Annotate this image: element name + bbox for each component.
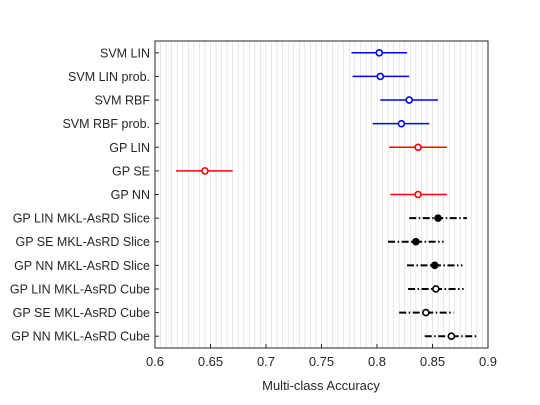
category-label: GP LIN MKL-AsRD Slice bbox=[13, 212, 150, 226]
x-tick-label: 0.85 bbox=[420, 354, 445, 369]
data-point bbox=[422, 308, 430, 317]
category-label: SVM RBF prob. bbox=[62, 117, 150, 131]
data-markers bbox=[201, 49, 456, 340]
category-label: SVM LIN prob. bbox=[68, 70, 150, 84]
data-point bbox=[412, 237, 420, 246]
data-point bbox=[405, 96, 413, 104]
data-point bbox=[397, 119, 406, 128]
x-tick-label: 0.75 bbox=[309, 354, 334, 369]
x-tick-label: 0.9 bbox=[479, 354, 497, 369]
data-point bbox=[414, 190, 422, 199]
category-label: SVM LIN bbox=[100, 46, 150, 60]
category-label: GP SE MKL-AsRD Slice bbox=[15, 235, 150, 249]
x-axis-label: Multi-class Accuracy bbox=[262, 378, 380, 393]
x-tick-label: 0.8 bbox=[368, 354, 386, 369]
data-point bbox=[376, 72, 385, 81]
x-tick-label: 0.6 bbox=[146, 354, 164, 369]
grid-lines bbox=[160, 41, 483, 348]
category-label: SVM RBF bbox=[94, 94, 150, 108]
category-labels: SVM LIN SVM LIN prob. SVM RBF SVM RBF prob.… bbox=[10, 46, 150, 343]
data-point bbox=[432, 285, 440, 293]
x-tick-label: 0.65 bbox=[198, 354, 223, 369]
x-tick-label: 0.7 bbox=[257, 354, 275, 369]
category-label: GP SE MKL-AsRD Cube bbox=[13, 306, 150, 320]
category-label: GP NN bbox=[111, 188, 150, 202]
category-label: GP LIN MKL-AsRD Cube bbox=[10, 282, 150, 296]
data-point bbox=[447, 332, 456, 340]
data-point bbox=[430, 261, 439, 270]
category-label: GP NN MKL-AsRD Cube bbox=[11, 330, 150, 344]
data-point bbox=[201, 167, 209, 175]
category-label: GP LIN bbox=[109, 141, 150, 155]
data-point bbox=[375, 49, 384, 57]
plot-frame bbox=[154, 40, 489, 349]
category-label: GP SE bbox=[112, 164, 150, 178]
category-label: GP NN MKL-AsRD Slice bbox=[14, 259, 150, 273]
data-point bbox=[434, 214, 442, 222]
data-point bbox=[414, 143, 422, 152]
x-axis-ticks: 0.6 0.65 0.7 0.75 0.8 0.85 0.9 bbox=[146, 52, 497, 369]
